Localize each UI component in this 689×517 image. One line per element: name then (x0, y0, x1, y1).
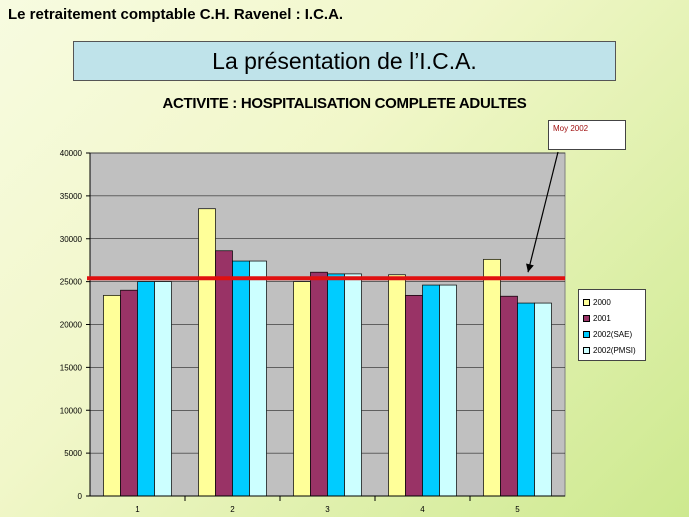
legend-item: 2000 (583, 294, 645, 310)
bar (120, 289, 138, 497)
x-tick-label: 2 (230, 505, 235, 514)
bar (534, 302, 552, 497)
y-tick-label: 10000 (60, 406, 83, 415)
average-annotation-label: Moy 2002 (553, 124, 589, 133)
chart-title: ACTIVITE : HOSPITALISATION COMPLETE ADUL… (162, 95, 527, 112)
legend-item: 2002(SAE) (583, 326, 645, 342)
bar (293, 281, 311, 497)
legend-label: 2002(PMSI) (593, 345, 636, 355)
x-tick-label: 5 (515, 505, 520, 514)
annotation-arrow (527, 151, 559, 273)
y-tick-label: 35000 (60, 192, 83, 201)
bar (232, 260, 250, 497)
average-annotation-box: Moy 2002 (548, 120, 626, 150)
legend-swatch (583, 346, 590, 354)
bar (344, 273, 362, 497)
y-tick-label: 5000 (64, 449, 82, 458)
bar (405, 294, 423, 497)
y-tick-label: 25000 (60, 278, 83, 287)
legend-swatch (583, 330, 590, 338)
bar (103, 294, 121, 497)
bar (215, 250, 233, 497)
legend-swatch (583, 298, 590, 306)
bar (483, 258, 501, 497)
x-tick-label: 1 (135, 505, 140, 514)
annotation-arrowhead (526, 263, 534, 273)
bar (137, 281, 155, 497)
y-tick-label: 40000 (60, 149, 83, 158)
slide-header: Le retraitement comptable C.H. Ravenel :… (8, 6, 344, 23)
chart-legend: 2000 2001 2002(SAE) 2002(PMSI) (578, 289, 646, 361)
bar (500, 295, 518, 497)
bar (439, 284, 457, 497)
slide-title-banner: La présentation de l’I.C.A. (73, 41, 616, 81)
y-tick-label: 15000 (60, 363, 83, 372)
y-tick-label: 30000 (60, 235, 83, 244)
bar (154, 281, 172, 497)
legend-label: 2002(SAE) (593, 329, 633, 339)
bar (249, 260, 267, 497)
bar (388, 274, 406, 497)
bar (422, 284, 440, 497)
legend-item: 2001 (583, 310, 645, 326)
y-tick-label: 20000 (60, 321, 83, 330)
legend-label: 2000 (593, 297, 611, 307)
y-tick-label: 0 (78, 492, 83, 501)
bar (310, 271, 328, 497)
x-tick-label: 3 (325, 505, 330, 514)
bar (517, 302, 535, 497)
x-tick-label: 4 (420, 505, 425, 514)
bar (198, 208, 216, 497)
legend-swatch (583, 314, 590, 322)
bar (327, 273, 345, 497)
legend-label: 2001 (593, 313, 611, 323)
legend-item: 2002(PMSI) (583, 342, 645, 358)
